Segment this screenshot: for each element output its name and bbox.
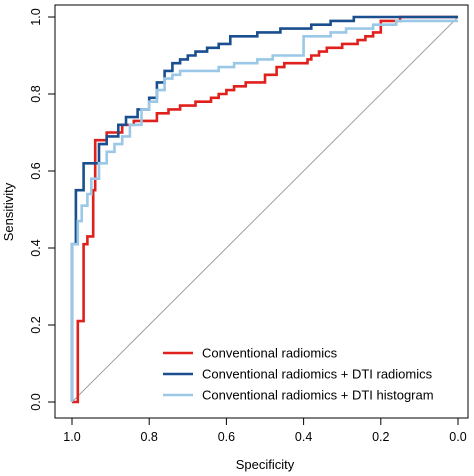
x-tick-label: 0.4 <box>295 430 312 444</box>
series-layer <box>70 15 458 404</box>
x-tick-label: 1.0 <box>63 430 80 444</box>
y-tick-label: 0.8 <box>29 85 43 102</box>
legend: Conventional radiomics Conventional radio… <box>163 346 434 403</box>
x-axis: 1.0 0.8 0.6 0.4 0.2 0.0 <box>63 417 467 444</box>
y-axis-title: Sensitivity <box>1 182 16 241</box>
series-line-3 <box>70 19 458 402</box>
x-tick-label: 0.8 <box>141 430 158 444</box>
x-tick-label: 0.0 <box>449 430 466 444</box>
series-line-1 <box>72 15 458 404</box>
y-tick-label: 0.6 <box>29 162 43 179</box>
x-tick-label: 0.6 <box>218 430 235 444</box>
y-tick-label: 1.0 <box>29 8 43 25</box>
reference-diagonal-line <box>71 16 459 403</box>
series-line-2 <box>70 15 458 402</box>
y-tick-label: 0.2 <box>29 316 43 333</box>
y-tick-label: 0.0 <box>29 393 43 410</box>
legend-label-2: Conventional radiomics + DTI radiomics <box>202 367 433 382</box>
y-axis: 0.0 0.2 0.4 0.6 0.8 1.0 <box>29 8 56 411</box>
x-tick-label: 0.2 <box>372 430 389 444</box>
x-axis-title: Specificity <box>236 457 295 472</box>
y-tick-label: 0.4 <box>29 239 43 256</box>
legend-label-3: Conventional radiomics + DTI histogram <box>202 388 434 403</box>
legend-label-1: Conventional radiomics <box>202 346 338 361</box>
